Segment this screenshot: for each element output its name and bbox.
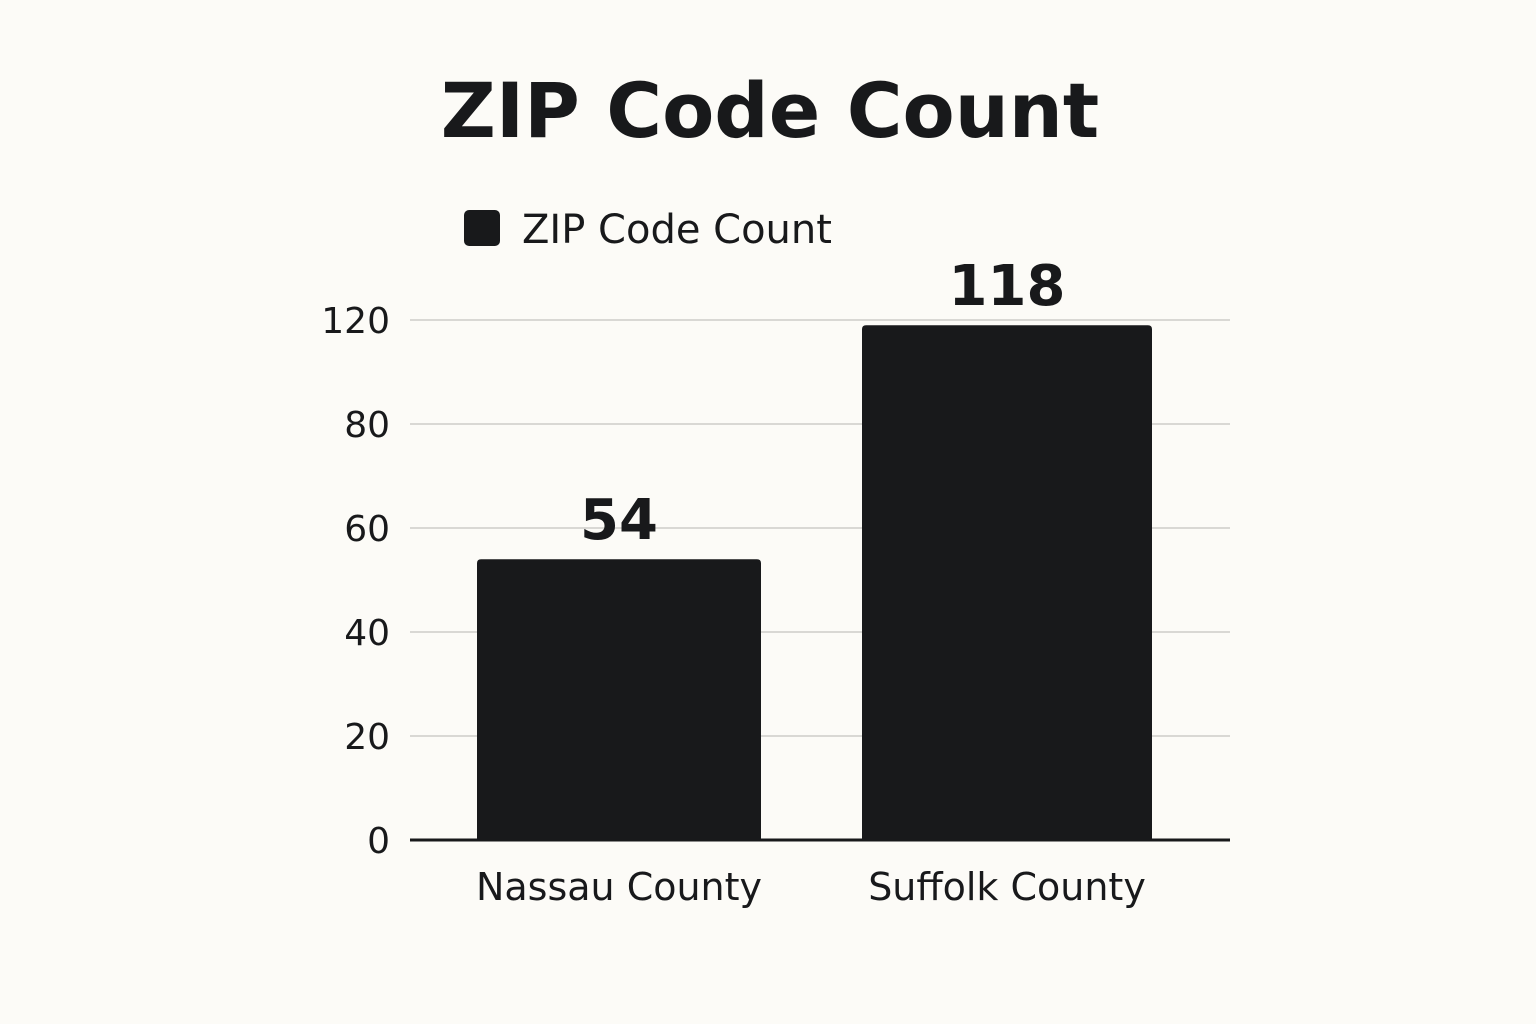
x-category-label: Suffolk County	[868, 865, 1146, 909]
y-tick-label: 80	[344, 405, 390, 446]
y-tick-label: 60	[344, 509, 390, 550]
legend-label: ZIP Code Count	[522, 207, 832, 253]
bars	[477, 325, 1152, 840]
bar-suffolk-county	[862, 325, 1152, 840]
chart-title: ZIP Code Count	[441, 66, 1099, 155]
y-tick-label: 40	[344, 613, 390, 654]
y-axis-tick-labels: 0 20 40 60 80 120	[321, 301, 390, 862]
legend: ZIP Code Count	[464, 207, 832, 253]
y-tick-label: 20	[344, 717, 390, 758]
data-label: 54	[580, 488, 658, 553]
y-tick-label: 120	[321, 301, 390, 342]
x-category-label: Nassau County	[476, 865, 762, 909]
x-axis-category-labels: Nassau County Suffolk County	[476, 865, 1146, 909]
legend-swatch	[464, 210, 500, 246]
data-labels: 54 118	[580, 254, 1065, 553]
bar-nassau-county	[477, 559, 761, 840]
y-tick-label: 0	[367, 821, 390, 862]
data-label: 118	[949, 254, 1066, 319]
